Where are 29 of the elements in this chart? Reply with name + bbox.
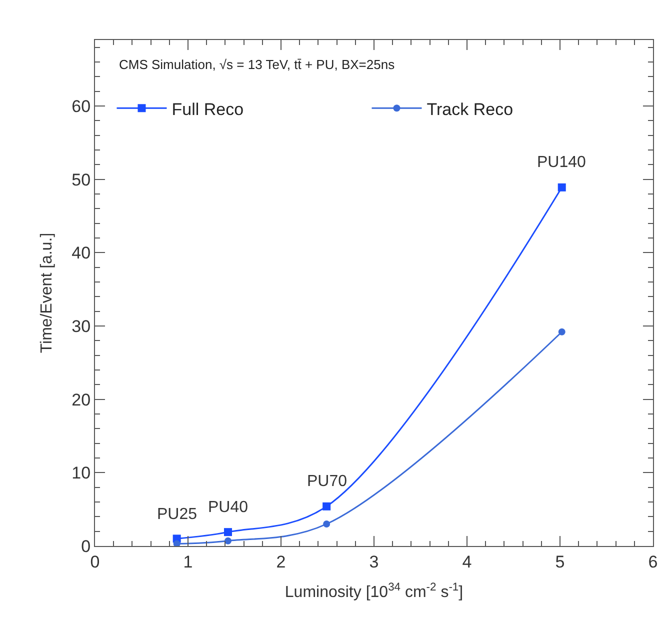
point — [558, 328, 566, 336]
annotation: PU70 — [307, 473, 348, 490]
point — [173, 540, 180, 546]
annotation: PU140 — [537, 154, 586, 171]
annotation: PU40 — [208, 499, 248, 516]
y-tick-label: 20 — [72, 390, 91, 410]
y-tick-label: 30 — [72, 316, 91, 336]
x-tick-label: 2 — [276, 552, 286, 572]
x-tick-label: 3 — [369, 552, 379, 572]
y-tick-label: 60 — [72, 96, 91, 116]
point — [323, 520, 330, 528]
legend-label: Full Reco — [172, 100, 244, 119]
x-tick-label: 4 — [462, 552, 472, 572]
y-tick-label: 40 — [72, 244, 91, 263]
point — [224, 537, 232, 544]
annotation: PU25 — [157, 506, 198, 523]
x-tick-label: 1 — [183, 552, 193, 572]
point — [224, 528, 232, 536]
point — [322, 502, 331, 510]
y-tick-label: 50 — [72, 170, 91, 190]
x-axis-title: Luminosity [10$^{34}$ cm$^{-2}$ s$^{-1}$] — [284, 581, 464, 602]
y-tick-label: 10 — [72, 464, 91, 483]
y-tick-label: 0 — [81, 536, 91, 556]
x-tick-label: 6 — [648, 552, 658, 572]
point — [558, 183, 566, 192]
x-tick-label: 5 — [555, 552, 565, 572]
y-axis-title: Time/Event [a.u.] — [38, 232, 56, 354]
legend-label: Track Reco — [426, 100, 514, 119]
annotation: CMS Simulation, √s = 13 TeV, tt̄ + PU, BX=25ns — [119, 57, 396, 72]
